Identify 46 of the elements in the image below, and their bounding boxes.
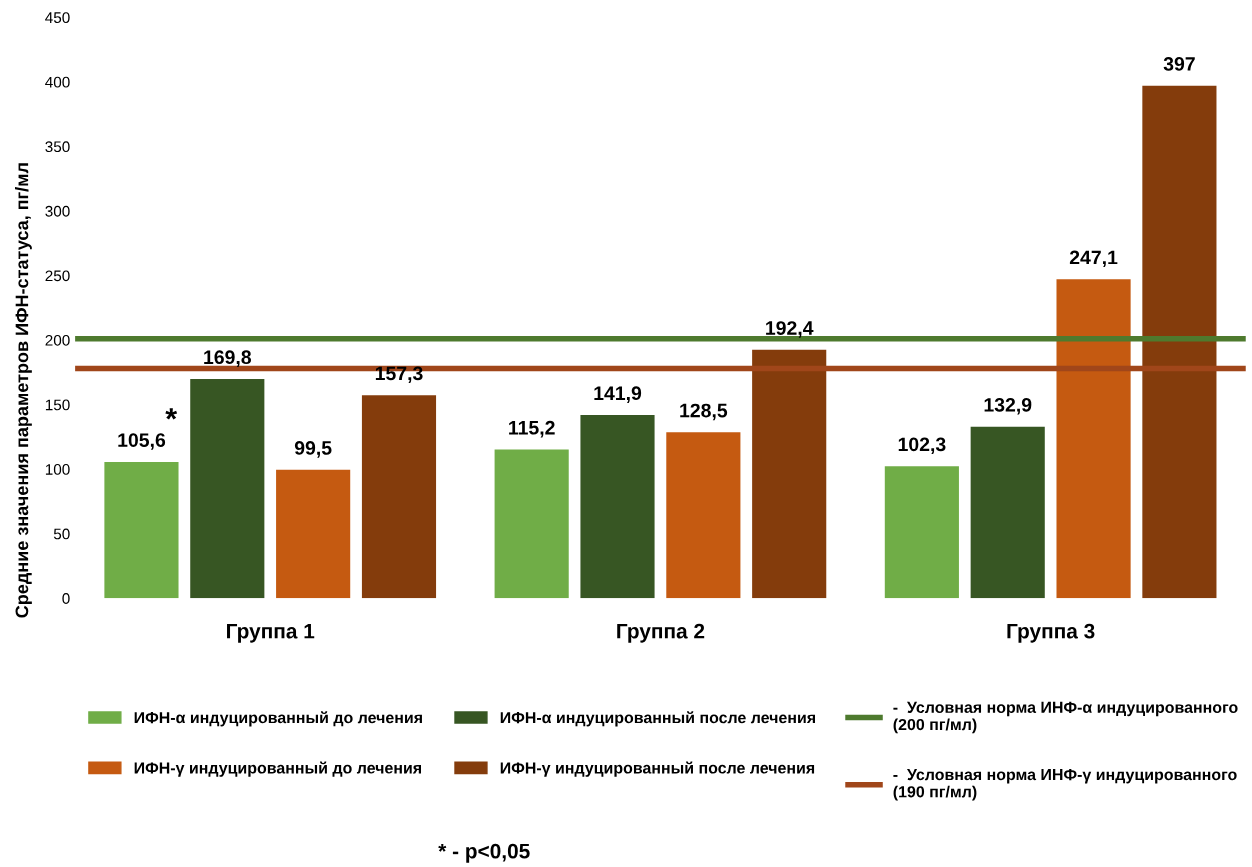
y-tick-label: 200	[45, 334, 70, 346]
bar	[494, 449, 569, 599]
data-label: 192,4	[766, 321, 814, 338]
bar	[361, 395, 437, 599]
y-tick-label: 450	[45, 12, 70, 24]
legend-label: - Условная норма ИНФ-α индуцированного (200 пг/мл)	[893, 701, 1238, 734]
bar	[1142, 85, 1217, 599]
y-tick-label: 400	[45, 76, 70, 88]
bar	[580, 415, 655, 599]
data-label: 397	[1163, 57, 1195, 71]
bar	[884, 466, 959, 599]
y-tick-label: 50	[53, 528, 70, 540]
text: * - p<0,05	[438, 843, 530, 863]
x-tick-label: Группа 3	[1007, 623, 1095, 643]
legend-label: ИФН-α индуцированный после лечения	[500, 711, 815, 727]
y-tick-label: 100	[45, 464, 70, 475]
data-label: 157,3	[375, 366, 423, 384]
data-label: 141,9	[594, 386, 642, 403]
bar	[104, 461, 179, 599]
y-axis-title: Средние значения параметров ИФН-статуса, пг/мл	[15, 163, 32, 618]
x-tick-label: Группа 2	[617, 623, 705, 643]
data-label: 99,5	[294, 441, 332, 458]
legend-label: ИФН-γ индуцированный после лечения	[500, 761, 815, 777]
bar	[752, 349, 827, 599]
legend-label: - Условная норма ИНФ-γ индуцированного (190 пг/мл)	[893, 769, 1237, 801]
legend-label: ИФН-γ индуцированный до лечения	[134, 761, 421, 777]
y-tick-label: 350	[45, 141, 70, 153]
bar	[970, 426, 1045, 599]
y-tick-label: 300	[45, 205, 70, 217]
data-label: 247,1	[1069, 250, 1118, 268]
annotation: *	[165, 408, 178, 420]
y-tick-label: 250	[45, 270, 70, 282]
y-tick-label: 150	[45, 399, 70, 411]
legend-label: ИФН-α индуцированный до лечения	[134, 711, 422, 727]
data-label: 115,2	[509, 420, 555, 438]
bar	[666, 432, 741, 599]
data-label: 102,3	[898, 437, 946, 455]
y-tick-label: 0	[62, 593, 70, 604]
data-label: 169,8	[204, 350, 252, 367]
bar	[276, 469, 351, 599]
data-label: 105,6	[118, 433, 166, 450]
data-label: 132,9	[984, 397, 1032, 415]
data-label: 128,5	[680, 403, 728, 421]
x-tick-label: Группа 1	[227, 623, 315, 643]
bar	[190, 379, 265, 599]
bar	[1056, 279, 1131, 599]
